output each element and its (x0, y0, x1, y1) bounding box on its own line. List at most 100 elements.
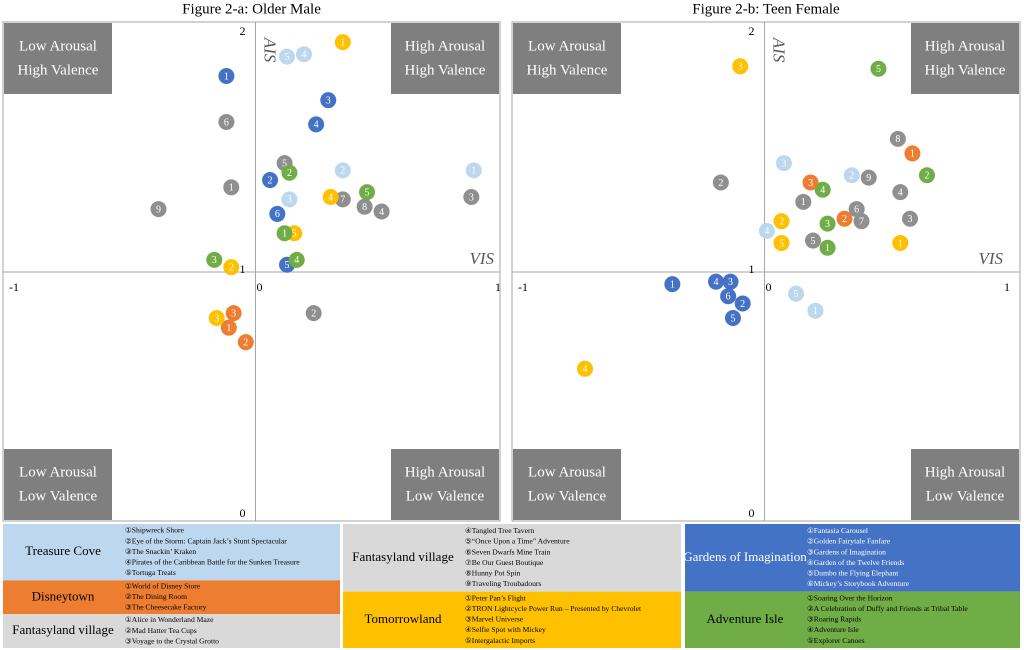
legend-item: ⑦Be Our Guest Boutique (465, 558, 544, 567)
point (288, 251, 305, 268)
legend-item: ④Adventure Isle (807, 625, 859, 634)
quadrant-box (513, 23, 621, 94)
legend-item: ⑧Hunny Pot Spin (465, 568, 521, 577)
point (892, 234, 909, 251)
point (206, 251, 223, 268)
legend-group-name: Fantasyland village (352, 549, 454, 564)
legend-cell (685, 524, 1020, 592)
point (237, 334, 254, 351)
point (870, 60, 887, 77)
point (724, 309, 741, 326)
quadrant-label: Low Arousal (528, 38, 606, 54)
point-id: 1 (801, 197, 806, 208)
point-id: 2 (340, 166, 345, 177)
legend-item: ③The Cheesecake Factory (125, 603, 207, 612)
quadrant-label: High Valence (925, 62, 1006, 78)
y-tick-label: 1 (240, 262, 246, 276)
point-id: 3 (326, 95, 331, 106)
point (279, 48, 296, 65)
point (223, 259, 240, 276)
legend-cell (343, 591, 681, 648)
point-id: 5 (779, 238, 784, 249)
point-id: 1 (282, 229, 287, 240)
legend-item: ⑤Dumbo the Flying Elephant (807, 568, 899, 577)
legend-item: ①Fantasia Carousel (807, 526, 868, 535)
point-id: 2 (849, 170, 854, 181)
x-axis-label: VIS (978, 249, 1003, 268)
point (262, 172, 279, 189)
legend-item: ④Selfie Spot with Mickey (465, 625, 546, 634)
quadrant-label: High Arousal (925, 38, 1005, 54)
point (848, 201, 865, 218)
legend-item: ③Voyage to the Crystal Grotto (125, 636, 219, 645)
legend-item: ③The Snackin’ Kraken (125, 547, 196, 556)
point-id: 2 (740, 299, 745, 310)
point (918, 167, 935, 184)
point-id: 7 (859, 216, 864, 227)
legend-cell (3, 580, 340, 615)
x-tick-label: 1 (1004, 280, 1010, 294)
y-tick-label: 0 (749, 506, 755, 520)
legend-cell (343, 524, 681, 592)
x-tick-label: 0 (257, 280, 263, 294)
point (276, 225, 293, 242)
point (775, 155, 792, 172)
point (773, 234, 790, 251)
point (218, 113, 235, 130)
legend-item: ②A Celebration of Duffy and Friends at T… (807, 604, 968, 613)
point-id: 9 (866, 173, 871, 184)
point (720, 288, 737, 305)
legend-group-name: Treasure Cove (25, 543, 101, 558)
point-id: 1 (825, 243, 830, 254)
point-id: 2 (842, 214, 847, 225)
legend-item: ④Garden of the Twelve Friends (807, 558, 904, 567)
x-axis-label: VIS (469, 249, 494, 268)
legend-cell (3, 524, 340, 581)
point-id: 2 (779, 216, 784, 227)
point-id: 4 (714, 277, 719, 288)
point-id: 4 (379, 207, 384, 218)
point-id: 3 (808, 178, 813, 189)
legend-group-name: Fantasyland village (12, 622, 114, 637)
point (904, 145, 921, 162)
point-id: 4 (764, 226, 769, 237)
point-id: 5 (876, 64, 881, 75)
legend-item: ③Gardens of Imagination (807, 547, 886, 556)
quadrant-box (4, 23, 112, 94)
point (708, 273, 724, 290)
point (892, 184, 909, 201)
quadrant-label: Low Valence (19, 488, 98, 504)
quadrant-label: High Arousal (405, 38, 485, 54)
x-tick-label: 0 (766, 280, 772, 294)
point (322, 188, 339, 205)
point (577, 360, 594, 377)
point-id: 1 (226, 323, 231, 334)
quadrant-label: High Valence (527, 62, 608, 78)
point (795, 193, 812, 210)
point-id: 3 (212, 255, 217, 266)
point-id: 5 (285, 260, 290, 271)
point (150, 201, 167, 218)
point (836, 210, 853, 227)
legend-item: ④Tangled Tree Tavern (465, 526, 534, 535)
point (225, 305, 242, 322)
point-id: 5 (794, 289, 799, 300)
point-id: 3 (728, 277, 733, 288)
legend-group-name: Gardens of Imagination (683, 549, 807, 564)
point (758, 222, 775, 239)
legend-item: ⑤Tortuga Treats (125, 568, 176, 577)
point-id: 4 (302, 49, 307, 60)
point (296, 46, 312, 63)
x-tick-label: 1 (495, 280, 501, 294)
legend-group-name: Tomorrowland (364, 611, 442, 626)
point (218, 67, 235, 84)
quadrant-box (911, 23, 1019, 94)
point (320, 92, 337, 109)
legend-group-name: Disneytown (32, 588, 95, 603)
point (853, 213, 870, 230)
point-id: 4 (294, 255, 299, 266)
point (334, 34, 351, 51)
point (463, 188, 480, 205)
legend-group-name: Adventure Isle (707, 611, 784, 626)
point-id: 3 (781, 158, 786, 169)
